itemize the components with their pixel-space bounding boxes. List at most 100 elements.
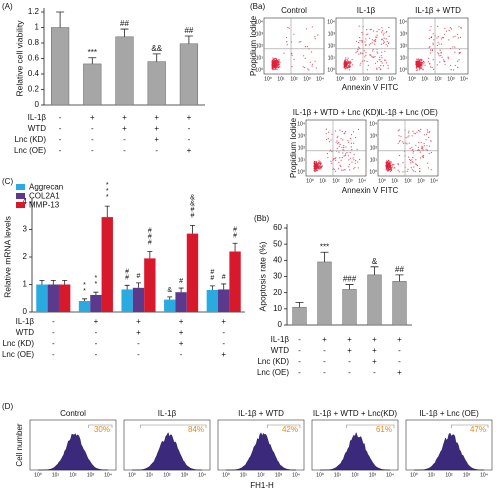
event-dot (339, 164, 341, 166)
condition-sign: + (372, 357, 377, 366)
event-dot (427, 167, 429, 169)
event-dot (353, 142, 355, 144)
event-dot (438, 55, 440, 57)
annotation: ** (81, 282, 88, 294)
plot-title: IL-1β (158, 409, 177, 418)
event-dot (423, 61, 425, 63)
event-dot (347, 57, 349, 59)
event-dot (313, 162, 315, 164)
event-dot (423, 134, 425, 136)
event-dot (311, 51, 313, 53)
event-dot (419, 131, 421, 133)
event-dot (454, 64, 456, 67)
event-dot (273, 61, 275, 63)
condition-sign: - (52, 350, 55, 359)
bar (90, 294, 102, 312)
event-dot (430, 49, 432, 51)
event-dot (413, 170, 415, 172)
x-tick-label: 10² (362, 76, 370, 82)
y-tick-label: 10¹ (256, 55, 264, 61)
event-dot (356, 148, 358, 150)
event-dot (406, 170, 408, 172)
x-tick-label: 10³ (181, 472, 189, 478)
x-tick-label: 10⁴ (358, 178, 366, 184)
event-dot (376, 51, 378, 53)
event-dot (416, 165, 418, 167)
event-dot (376, 34, 378, 36)
event-dot (349, 60, 351, 62)
event-dot (427, 61, 429, 63)
event-dot (399, 139, 401, 141)
event-dot (422, 69, 424, 71)
event-dot (353, 153, 355, 156)
event-dot (422, 149, 424, 151)
event-dot (348, 65, 350, 67)
annotation: ## (184, 26, 193, 35)
event-dot (415, 69, 417, 71)
annotation: # (220, 274, 227, 280)
event-dot (423, 62, 425, 64)
event-dot (347, 140, 349, 142)
y-tick-label: 40 (273, 255, 282, 264)
error-bar (56, 11, 65, 28)
event-dot (356, 50, 358, 53)
event-dot (328, 141, 331, 143)
event-dot (383, 37, 385, 39)
event-dot (392, 164, 394, 166)
event-dot (344, 132, 346, 134)
event-dot (327, 138, 329, 140)
event-dot (400, 135, 402, 137)
event-dot (319, 167, 321, 169)
event-dot (420, 60, 422, 62)
event-dot (459, 52, 461, 54)
event-dot (444, 27, 446, 29)
condition-sign: + (372, 346, 377, 355)
event-dot (376, 68, 378, 70)
event-dot (273, 65, 275, 67)
event-dot (336, 143, 339, 145)
condition-name: Lnc (KD) (14, 135, 46, 144)
event-dot (348, 69, 350, 71)
y-tick-label: 10⁴ (369, 121, 377, 127)
event-dot (279, 66, 281, 68)
event-dot (333, 158, 335, 160)
event-dot (275, 58, 277, 60)
event-dot (408, 130, 410, 132)
annotation: # (135, 273, 142, 279)
y-tick-label: 30 (273, 272, 282, 281)
condition-name: WTD (271, 346, 289, 355)
condition-sign: - (137, 339, 140, 348)
event-dot (376, 36, 378, 39)
event-dot (386, 166, 389, 168)
event-dot (398, 129, 400, 131)
event-dot (358, 25, 360, 27)
x-tick-label: 10³ (345, 178, 353, 184)
event-dot (375, 38, 377, 41)
x-tick-label: 10⁴ (460, 76, 468, 82)
event-dot (339, 157, 341, 159)
event-dot (429, 52, 431, 54)
y-axis-label: Propidium Iodide (249, 15, 258, 76)
bar (47, 284, 59, 312)
event-dot (457, 60, 459, 62)
event-dot (418, 141, 420, 143)
event-dot (378, 67, 380, 69)
event-dot (278, 58, 280, 61)
event-dot (407, 132, 409, 134)
event-dot (355, 136, 357, 139)
y-tick-label: 10⁴ (327, 19, 335, 25)
error-bar (62, 279, 68, 285)
event-dot (385, 164, 387, 166)
event-dot (335, 141, 337, 143)
event-dot (359, 64, 361, 66)
x-tick-label: 10⁰ (34, 472, 42, 478)
event-dot (419, 63, 421, 66)
event-dot (448, 30, 450, 32)
condition-sign: + (372, 335, 377, 344)
legend-swatch (16, 193, 25, 199)
event-dot (459, 36, 462, 39)
legend-label: MMP-13 (29, 201, 60, 210)
y-tick-label: 1 (23, 280, 28, 289)
event-dot (352, 64, 354, 66)
y-tick-label: 10⁰ (369, 169, 377, 175)
